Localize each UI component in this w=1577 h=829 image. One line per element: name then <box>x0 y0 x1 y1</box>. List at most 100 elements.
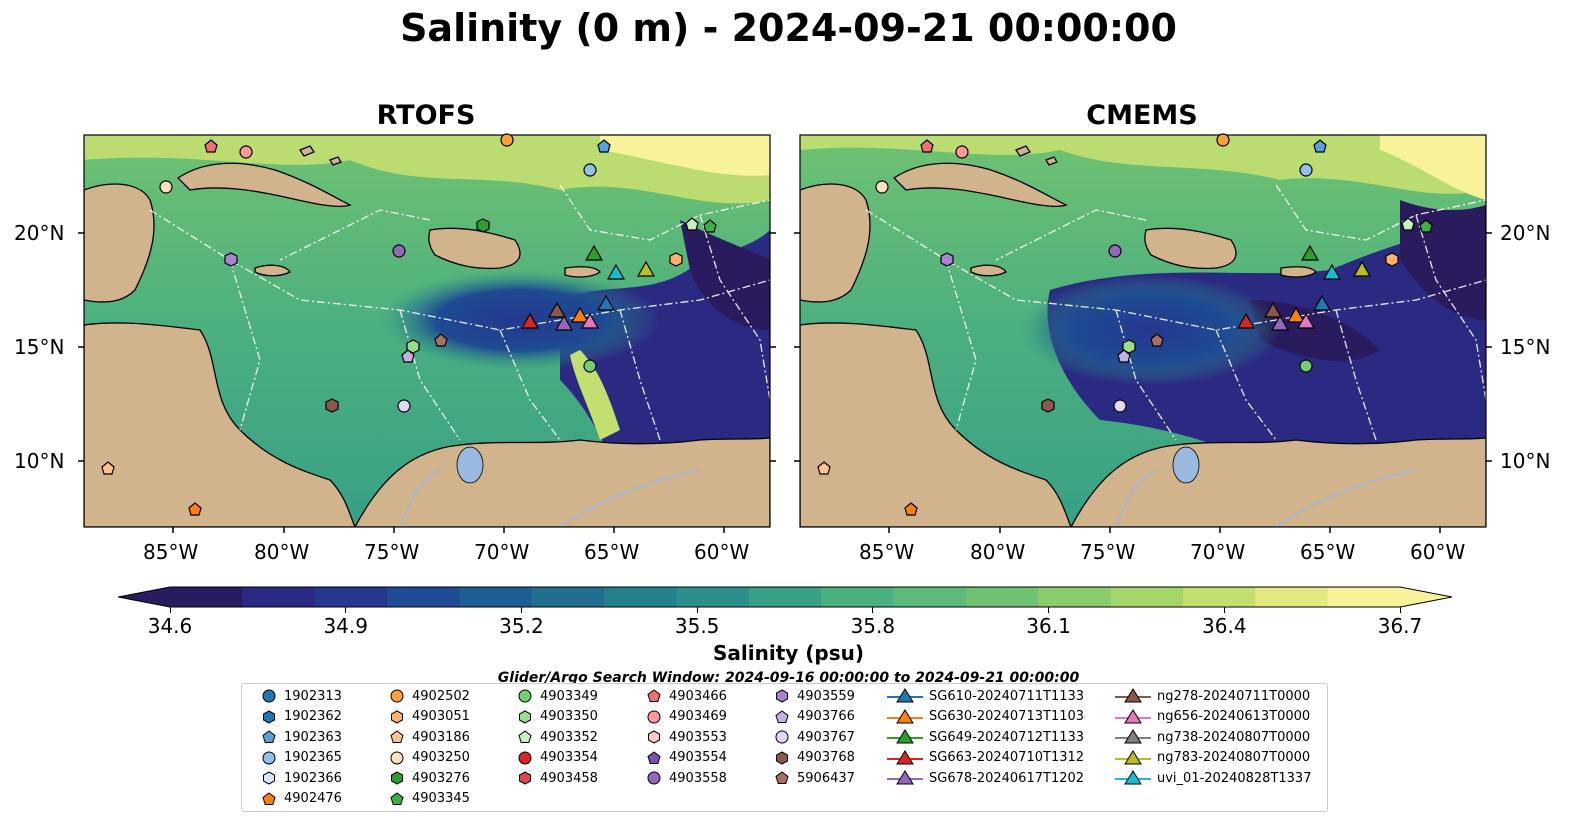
lon-label: 75°W <box>364 540 420 564</box>
legend-item: 1902362 <box>260 707 342 727</box>
colorbar-tick-label: 35.2 <box>499 614 544 638</box>
maps-canvas <box>78 133 1492 533</box>
legend-item: 4903553 <box>645 727 727 747</box>
legend-item: 4903250 <box>388 748 470 768</box>
float-marker <box>1041 398 1055 413</box>
legend: 1902313 1902362 1902363 1902365 1902366 49024… <box>241 683 1328 812</box>
hexagon-marker-icon <box>776 689 788 703</box>
circle-marker-icon <box>518 689 532 703</box>
glider-marker <box>554 314 574 331</box>
float-marker <box>392 244 406 258</box>
colorbar-segment <box>170 587 243 607</box>
lon-label: 80°W <box>970 540 1026 564</box>
cmems-map <box>800 135 1486 527</box>
pentagon-marker-icon <box>262 791 276 805</box>
triangle-line-marker-icon <box>887 708 923 723</box>
lon-label: 70°W <box>474 540 530 564</box>
glider-marker <box>1312 294 1332 311</box>
glider-marker <box>1300 244 1320 261</box>
lon-label: 65°W <box>1300 540 1356 564</box>
legend-item: 1902363 <box>260 727 342 747</box>
colorbar-tick-label: 34.9 <box>323 614 368 638</box>
legend-label: SG610-20240711T1133 <box>929 688 1085 704</box>
float-marker <box>476 218 490 233</box>
colorbar-segment <box>242 587 316 607</box>
pentagon-marker-icon <box>647 750 661 764</box>
colorbar-segment <box>965 587 1039 607</box>
legend-item: 4903051 <box>388 707 470 727</box>
float-marker <box>101 461 115 475</box>
panel-title-cmems: CMEMS <box>1086 100 1198 131</box>
legend-item: 4903458 <box>516 768 598 788</box>
legend-label: ng783-20240807T0000 <box>1157 750 1311 765</box>
float-marker <box>159 180 173 194</box>
legend-item: 4903349 <box>516 686 598 706</box>
float-marker <box>325 398 339 413</box>
pentagon-marker-icon <box>647 689 661 702</box>
float-marker <box>920 139 934 153</box>
legend-item: 1902366 <box>260 768 342 788</box>
legend-label: 4903559 <box>797 688 855 704</box>
float-marker <box>1113 399 1127 413</box>
pentagon-marker-icon <box>518 730 532 743</box>
legend-item: 1902313 <box>260 686 342 706</box>
legend-item: 1902365 <box>260 748 342 768</box>
legend-item: SG610-20240711T1133 <box>887 686 1084 706</box>
triangle-line-marker-icon <box>887 749 923 764</box>
legend-item: ng783-20240807T0000 <box>1115 748 1310 768</box>
colorbar-segment <box>1038 587 1112 607</box>
triangle-line-marker-icon <box>1115 729 1151 744</box>
float-marker <box>1299 359 1313 373</box>
legend-label: 4903250 <box>412 750 470 765</box>
legend-item: 4903352 <box>516 727 598 747</box>
legend-item: uvi_01-20240828T1337 <box>1115 768 1311 788</box>
colorbar-segment <box>676 587 750 607</box>
hexagon-marker-icon <box>263 771 275 785</box>
colorbar-tick <box>345 607 347 613</box>
float-markers-cmems <box>817 133 1433 516</box>
lon-label: 60°W <box>1410 540 1466 564</box>
legend-label: 1902313 <box>284 688 342 704</box>
legend-label: 4903458 <box>540 770 598 786</box>
float-marker <box>1216 133 1230 147</box>
float-marker <box>406 339 420 354</box>
legend-label: 4903767 <box>797 729 855 745</box>
circle-marker-icon <box>775 730 789 744</box>
colorbar-extend-min <box>118 587 170 607</box>
hexagon-marker-icon <box>263 709 275 724</box>
lon-label: 85°W <box>859 540 915 564</box>
circle-marker-icon <box>518 751 532 764</box>
float-marker <box>1401 217 1415 231</box>
triangle-line-marker-icon <box>887 729 923 744</box>
legend-item: SG649-20240712T1133 <box>887 727 1084 747</box>
glider-marker <box>1263 301 1283 318</box>
circle-marker-icon <box>262 751 276 764</box>
hexagon-marker-icon <box>648 730 660 744</box>
legend-label: 5906437 <box>797 770 855 786</box>
colorbar-tick-label: 34.6 <box>147 614 193 638</box>
legend-item: 4903350 <box>516 707 598 727</box>
colorbar-tick <box>169 607 171 613</box>
float-marker <box>204 139 218 153</box>
float-marker <box>224 252 238 267</box>
legend-label: 4903466 <box>669 688 727 704</box>
lat-label-right: 15°N <box>1500 335 1551 359</box>
legend-item: SG630-20240713T1103 <box>887 707 1084 727</box>
colorbar-segment <box>314 587 388 607</box>
legend-label: 4903352 <box>540 729 598 745</box>
colorbar-tick <box>872 607 874 613</box>
triangle-line-marker-icon <box>1115 688 1151 703</box>
colorbar-tick-label: 35.8 <box>850 614 896 638</box>
glider-marker <box>596 294 616 311</box>
hexagon-marker-icon <box>776 750 788 765</box>
pentagon-marker-icon <box>775 709 789 723</box>
lon-label: 65°W <box>584 540 640 564</box>
lat-label-right: 10°N <box>1500 449 1551 473</box>
legend-item: 4903554 <box>645 748 727 768</box>
legend-item: 4903276 <box>388 768 470 788</box>
colorbar-tick-label: 36.7 <box>1377 614 1423 638</box>
legend-item: 4903558 <box>645 768 727 788</box>
legend-label: 4903276 <box>412 770 470 786</box>
glider-marker <box>580 312 600 329</box>
glider-marker <box>1322 263 1342 280</box>
